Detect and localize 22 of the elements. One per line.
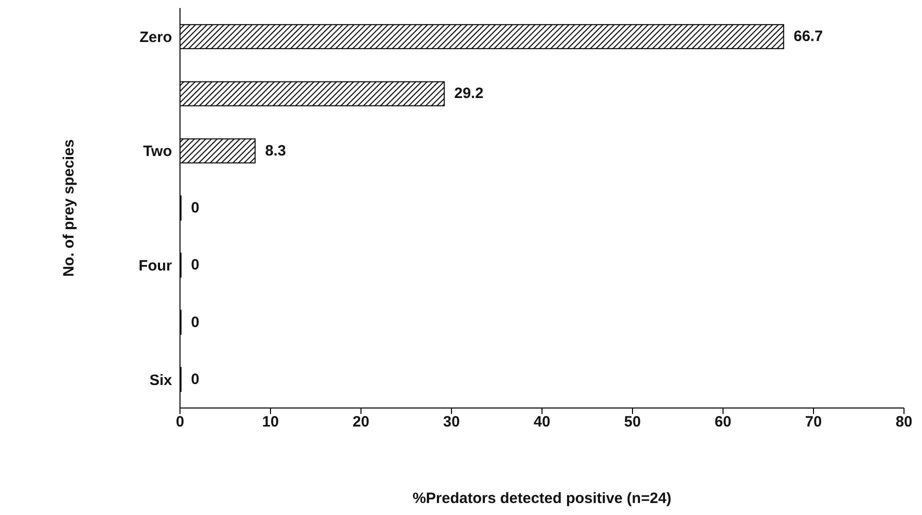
data-label: 66.7 <box>794 28 823 46</box>
data-label: 0 <box>191 314 200 331</box>
x-tick-label: 30 <box>443 414 460 431</box>
y-axis-title: No. of prey species <box>60 139 78 277</box>
y-tick-label: Two <box>143 143 172 160</box>
x-tick-label: 0 <box>176 414 184 431</box>
x-tick-label: 70 <box>805 414 822 431</box>
data-label: 0 <box>191 200 200 216</box>
data-label: 8.3 <box>265 142 286 160</box>
x-tick-label: 20 <box>352 414 370 431</box>
data-label: 0 <box>191 256 200 274</box>
x-tick-label: 40 <box>534 414 550 431</box>
y-tick-label: Four <box>138 257 172 274</box>
data-label: 29.2 <box>454 85 484 102</box>
data-label: 0 <box>191 370 200 388</box>
x-tick-label: 60 <box>714 414 732 431</box>
y-tick-label: Six <box>149 372 173 389</box>
y-tick-label: Zero <box>139 28 172 46</box>
x-axis-title: %Predators detected positive (n=24) <box>412 490 672 507</box>
x-tick-label: 80 <box>896 414 912 431</box>
x-tick-label: 10 <box>262 414 279 431</box>
x-tick-label: 50 <box>624 414 641 431</box>
